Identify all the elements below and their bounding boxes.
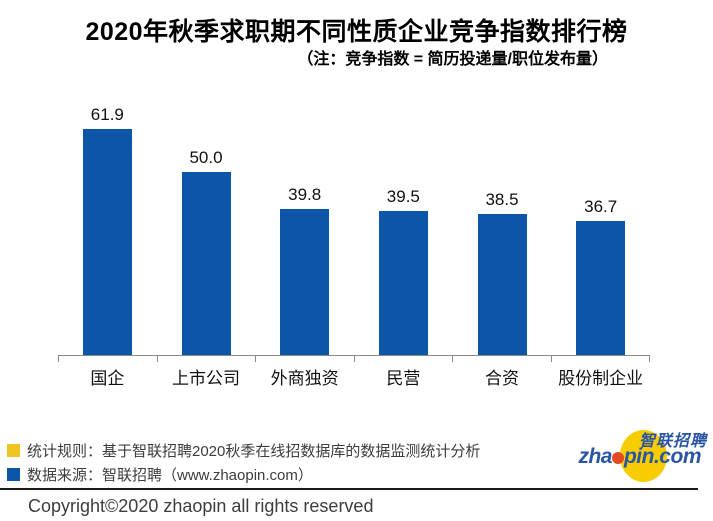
logo-cn-text: 智联招聘 bbox=[638, 433, 707, 450]
bar bbox=[576, 221, 626, 355]
bar-value-label: 36.7 bbox=[584, 197, 618, 216]
bar-column: 36.7 bbox=[551, 99, 650, 355]
rule-note-text: 统计规则：基于智联招聘2020秋季在线招数据库的数据监测统计分析 bbox=[27, 442, 481, 460]
axis-tick bbox=[255, 356, 354, 362]
rule-legend-marker bbox=[7, 443, 20, 457]
source-note-text: 数据来源：智联招聘（www.zhaopin.com） bbox=[27, 466, 313, 484]
axis-tick bbox=[156, 356, 256, 362]
category-label: 股份制企业 bbox=[558, 369, 644, 388]
logo-red-dot-icon bbox=[611, 452, 624, 464]
copyright-text: Copyright©2020 zhaopin all rights reserv… bbox=[28, 496, 374, 516]
axis-tick bbox=[550, 356, 650, 362]
category-label: 国企 bbox=[90, 369, 125, 388]
bar-column: 50.0 bbox=[157, 99, 256, 355]
bar bbox=[280, 209, 330, 355]
chart-subtitle: （注：竞争指数 = 简历投递量/职位发布量） bbox=[297, 51, 608, 68]
bar-column: 39.8 bbox=[255, 99, 354, 355]
category-label: 上市公司 bbox=[172, 369, 240, 388]
axis-tick bbox=[58, 356, 157, 362]
category-label: 民营 bbox=[386, 369, 421, 388]
plot-area: 61.9 50.0 39.8 39.5 38.5 36.7 bbox=[58, 99, 650, 356]
bar bbox=[181, 172, 231, 355]
bar-column: 39.5 bbox=[354, 99, 453, 355]
bar-column: 38.5 bbox=[453, 99, 552, 355]
x-axis-labels: 国企 上市公司 外商独资 民营 合资 股份制企业 bbox=[58, 364, 650, 389]
bar bbox=[477, 214, 527, 355]
logo-en-text: zha pin.com bbox=[578, 445, 701, 469]
source-legend-marker bbox=[7, 467, 20, 481]
note-statistic-rule: 统计规则：基于智联招聘2020秋季在线招数据库的数据监测统计分析 bbox=[7, 438, 480, 462]
category-label: 外商独资 bbox=[270, 369, 339, 388]
note-data-source: 数据来源：智联招聘（www.zhaopin.com） bbox=[7, 462, 480, 486]
bar-value-label: 39.5 bbox=[386, 187, 420, 206]
axis-tick bbox=[452, 356, 551, 362]
logo-en-suffix: pin.com bbox=[623, 445, 702, 468]
bar-value-label: 39.8 bbox=[288, 185, 322, 204]
bar bbox=[378, 211, 428, 355]
axis-tick bbox=[353, 356, 453, 362]
bar-column: 61.9 bbox=[58, 99, 157, 355]
bar-value-label: 38.5 bbox=[485, 190, 519, 209]
chart-title: 2020年秋季求职期不同性质企业竞争指数排行榜 bbox=[85, 18, 628, 46]
bar-value-label: 61.9 bbox=[90, 105, 124, 124]
zhaopin-logo: 智联招聘 zha pin.com bbox=[578, 427, 710, 487]
bar bbox=[82, 129, 132, 355]
logo-ellipse-icon bbox=[620, 430, 667, 482]
x-axis-ticks bbox=[58, 356, 650, 362]
footer-divider bbox=[0, 488, 698, 490]
bar-value-label: 50.0 bbox=[189, 148, 223, 167]
logo-en-prefix: zha bbox=[578, 445, 612, 468]
category-label: 合资 bbox=[485, 369, 520, 388]
footnotes: 统计规则：基于智联招聘2020秋季在线招数据库的数据监测统计分析 数据来源：智联… bbox=[7, 438, 480, 486]
